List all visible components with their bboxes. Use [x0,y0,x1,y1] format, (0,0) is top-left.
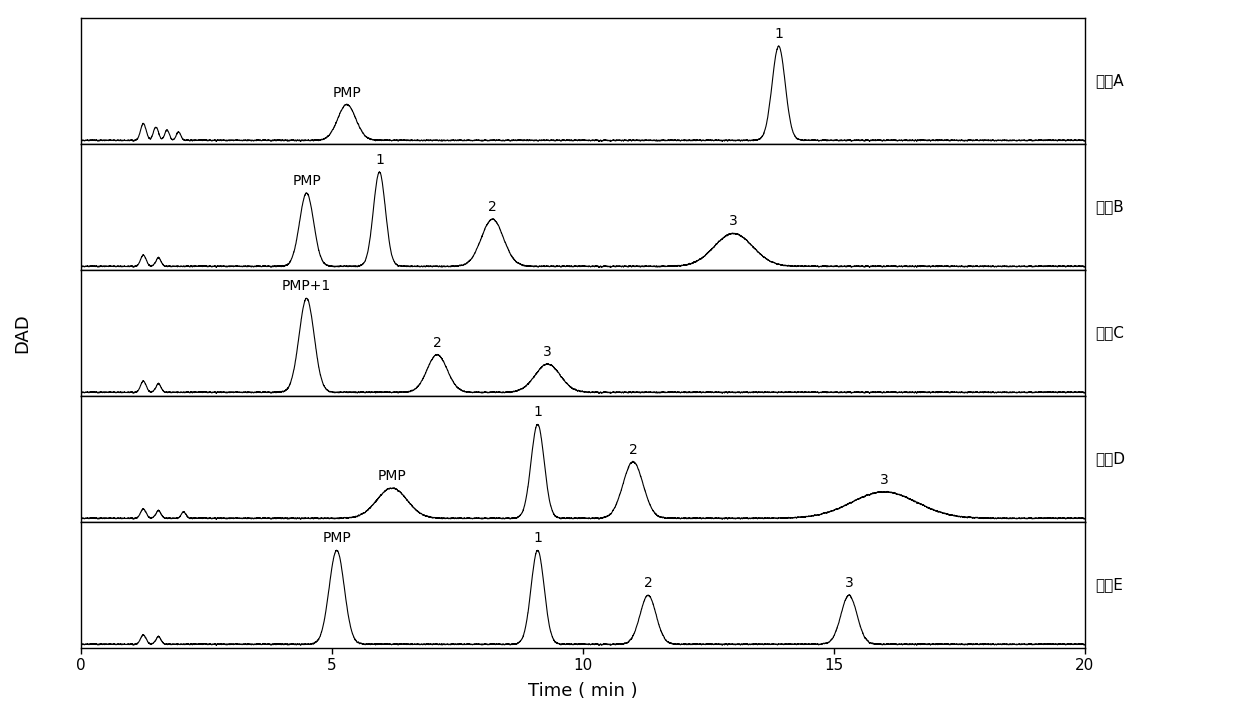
Text: 1: 1 [774,28,784,41]
Text: 3: 3 [879,473,889,487]
Text: PMP: PMP [293,174,321,188]
Text: 3: 3 [844,576,853,590]
Text: 3: 3 [729,214,738,228]
Text: PMP: PMP [378,469,407,483]
Text: 1: 1 [533,531,542,545]
Text: 3: 3 [543,345,552,359]
Text: 1: 1 [374,153,384,167]
Text: 1: 1 [533,405,542,419]
Text: 梯度D: 梯度D [1095,452,1125,466]
Text: 2: 2 [489,201,497,214]
Text: 2: 2 [629,443,637,457]
Text: 梯度C: 梯度C [1095,326,1123,340]
Text: 2: 2 [644,576,652,590]
Text: 梯度E: 梯度E [1095,578,1123,592]
Text: PMP+1: PMP+1 [281,279,331,293]
X-axis label: Time ( min ): Time ( min ) [528,682,637,699]
Text: 梯度B: 梯度B [1095,200,1123,214]
Text: DAD: DAD [14,313,31,353]
Text: PMP: PMP [322,531,351,545]
Text: 2: 2 [433,336,441,350]
Text: PMP: PMP [332,85,361,100]
Text: 梯度A: 梯度A [1095,74,1123,88]
